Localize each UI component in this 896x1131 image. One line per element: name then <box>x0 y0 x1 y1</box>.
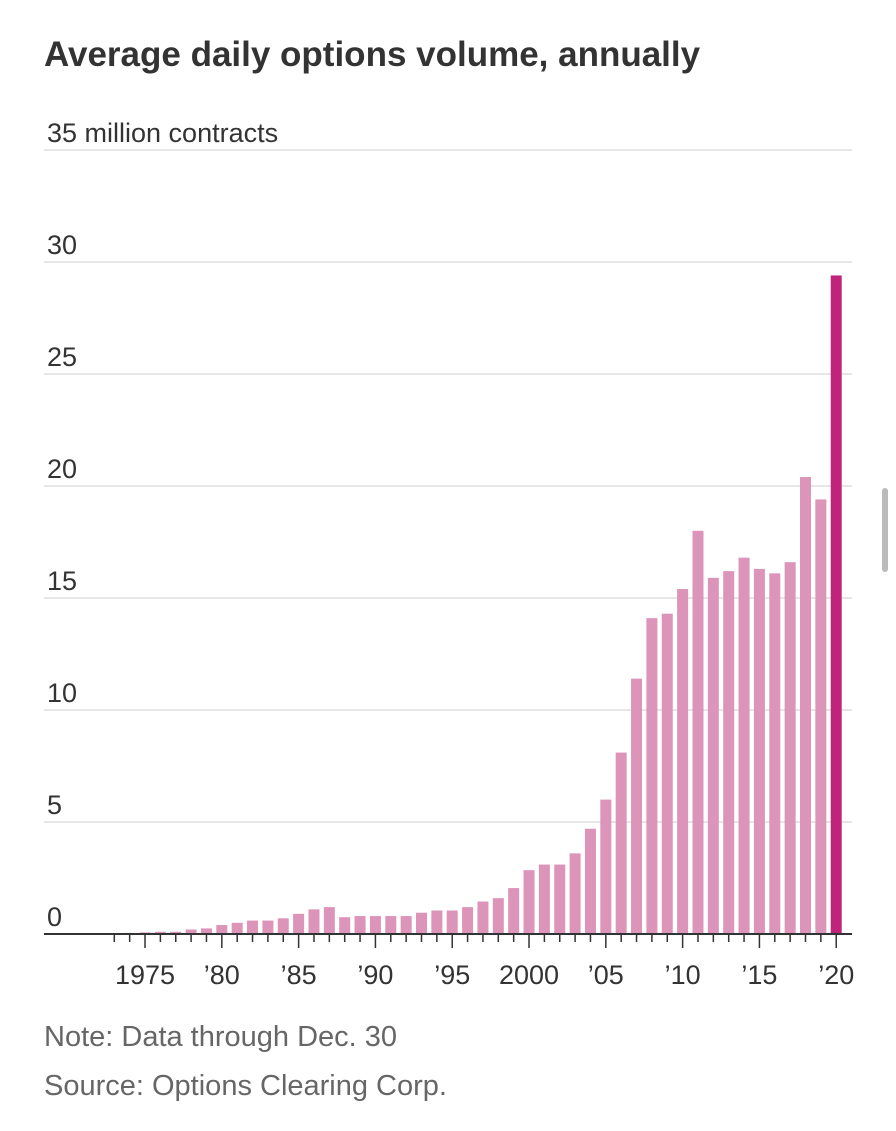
bar <box>646 618 658 934</box>
bar <box>262 920 274 934</box>
bar <box>677 589 689 934</box>
scrollbar <box>882 488 888 572</box>
x-tick-label: ’05 <box>588 960 624 990</box>
x-tick-label: ’85 <box>281 960 317 990</box>
bar <box>784 562 796 934</box>
bar <box>523 870 535 934</box>
bar <box>170 931 182 934</box>
x-tick-label: 2000 <box>499 960 559 990</box>
bar <box>569 853 581 934</box>
bar <box>293 913 305 934</box>
bar <box>554 864 566 934</box>
bar <box>446 910 458 934</box>
bar <box>769 573 781 934</box>
bar <box>247 920 259 934</box>
bar <box>538 864 550 934</box>
bar <box>354 916 366 934</box>
bar <box>830 275 842 934</box>
y-tick-label: 30 <box>47 230 77 260</box>
source: Source: Options Clearing Corp. <box>44 1070 447 1102</box>
note: Note: Data through Dec. 30 <box>44 1021 397 1053</box>
bar <box>308 909 320 934</box>
bar <box>185 929 197 934</box>
bar <box>385 916 397 934</box>
y-tick-label: 20 <box>47 454 77 484</box>
bar <box>400 916 412 934</box>
bar <box>815 499 827 934</box>
y-tick-label: 25 <box>47 342 77 372</box>
bar <box>416 912 427 934</box>
bar <box>323 907 335 934</box>
bar <box>631 678 643 934</box>
bar <box>508 888 520 934</box>
bar <box>369 916 381 934</box>
bar <box>661 613 673 934</box>
bar <box>707 577 719 934</box>
y-tick-label: 35 million contracts <box>47 118 278 148</box>
x-tick-label: 1975 <box>115 960 175 990</box>
bar <box>277 918 289 934</box>
bar <box>431 910 443 934</box>
x-tick-label: ’80 <box>204 960 240 990</box>
y-tick-label: 5 <box>47 790 62 820</box>
bar <box>231 922 243 934</box>
bar <box>216 925 228 934</box>
x-tick-label: ’10 <box>665 960 701 990</box>
bar <box>692 530 704 934</box>
y-tick-label: 0 <box>47 902 62 932</box>
bar <box>738 557 750 934</box>
x-tick-label: ’90 <box>357 960 393 990</box>
x-tick-label: ’20 <box>818 960 854 990</box>
bar <box>200 928 212 934</box>
bar <box>584 828 596 934</box>
chart-title: Average daily options volume, annually <box>44 35 701 74</box>
bar <box>753 568 765 934</box>
x-tick-label: ’95 <box>434 960 470 990</box>
bar <box>477 901 489 934</box>
bar <box>723 571 735 934</box>
bar <box>615 752 627 934</box>
bar <box>600 799 612 934</box>
bar <box>154 931 166 934</box>
bar <box>492 898 504 934</box>
x-tick-label: ’15 <box>741 960 777 990</box>
y-tick-label: 15 <box>47 566 77 596</box>
y-tick-label: 10 <box>47 678 77 708</box>
bar <box>462 907 474 934</box>
bar <box>800 477 811 934</box>
bar <box>339 917 351 934</box>
